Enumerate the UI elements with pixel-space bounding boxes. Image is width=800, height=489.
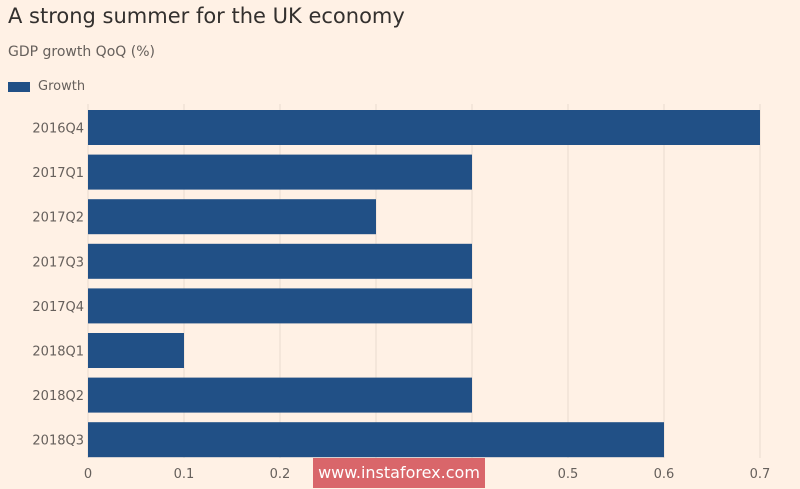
watermark: www.instaforex.com (313, 458, 485, 488)
bar (88, 243, 472, 279)
legend-label: Growth (38, 79, 86, 94)
y-category-label: 2017Q1 (32, 166, 84, 181)
bar (88, 110, 760, 145)
y-category-label: 2017Q2 (32, 211, 84, 226)
legend: Growth (8, 79, 85, 94)
chart-subtitle: GDP growth QoQ (%) (8, 44, 155, 60)
bar (88, 377, 472, 413)
legend-swatch (8, 81, 30, 92)
bar (88, 422, 664, 458)
y-category-label: 2017Q4 (32, 300, 84, 315)
y-category-label: 2018Q3 (32, 434, 84, 449)
bar (88, 288, 472, 324)
y-category-label: 2018Q1 (32, 345, 84, 360)
x-tick-label: 0.7 (750, 467, 771, 482)
x-tick-label: 0.2 (270, 467, 291, 482)
x-tick-label: 0.6 (654, 467, 675, 482)
x-tick-label: 0.1 (174, 467, 195, 482)
y-category-label: 2017Q3 (32, 255, 84, 270)
y-category-label: 2016Q4 (32, 122, 84, 137)
bar (88, 199, 376, 235)
x-tick-label: 0.5 (558, 467, 579, 482)
bar (88, 154, 472, 190)
chart-title: A strong summer for the UK economy (8, 4, 405, 28)
x-tick-label: 0 (84, 467, 92, 482)
bar (88, 333, 184, 368)
y-category-label: 2018Q2 (32, 389, 84, 404)
